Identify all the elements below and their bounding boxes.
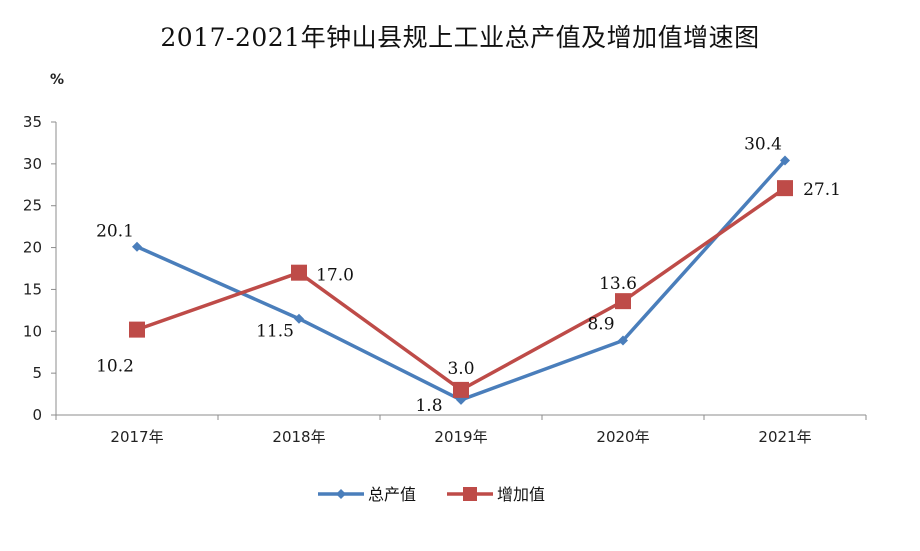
data-label: 13.6 (599, 274, 637, 294)
data-label: 10.2 (96, 357, 134, 377)
y-tick-label: 15 (23, 280, 42, 298)
legend-marker (463, 487, 477, 501)
data-label: 1.8 (415, 396, 442, 416)
data-label: 11.5 (256, 322, 294, 342)
y-tick-label: 20 (23, 239, 42, 257)
y-tick-label: 5 (32, 364, 42, 382)
chart-title: 2017-2021年钟山县规上工业总产值及增加值增速图 (160, 23, 760, 52)
y-tick-label: 30 (23, 155, 42, 173)
data-label: 27.1 (803, 180, 841, 200)
data-point (294, 313, 304, 324)
data-label: 20.1 (96, 222, 134, 242)
data-point (291, 264, 307, 281)
data-point (453, 381, 469, 398)
data-point (618, 335, 628, 346)
legend-label: 总产值 (368, 485, 416, 504)
data-label: 30.4 (744, 135, 782, 155)
y-tick-label: 25 (23, 197, 42, 215)
data-point (777, 180, 793, 197)
legend-marker (336, 489, 346, 499)
y-axis-unit: % (50, 72, 64, 88)
y-tick-label: 35 (23, 113, 42, 131)
data-point (132, 241, 142, 252)
x-tick-label: 2021年 (758, 428, 811, 446)
data-label: 8.9 (587, 314, 614, 334)
y-tick-label: 0 (32, 406, 42, 424)
x-tick-label: 2018年 (272, 428, 325, 446)
x-tick-label: 2020年 (596, 428, 649, 446)
data-point (129, 321, 145, 338)
data-label: 17.0 (316, 266, 354, 286)
y-tick-label: 10 (23, 322, 42, 340)
data-label: 3.0 (447, 359, 474, 379)
data-point (615, 293, 631, 310)
data-point (780, 155, 790, 166)
x-tick-label: 2019年 (434, 428, 487, 446)
legend-label: 增加值 (497, 485, 545, 504)
x-tick-label: 2017年 (110, 428, 163, 446)
